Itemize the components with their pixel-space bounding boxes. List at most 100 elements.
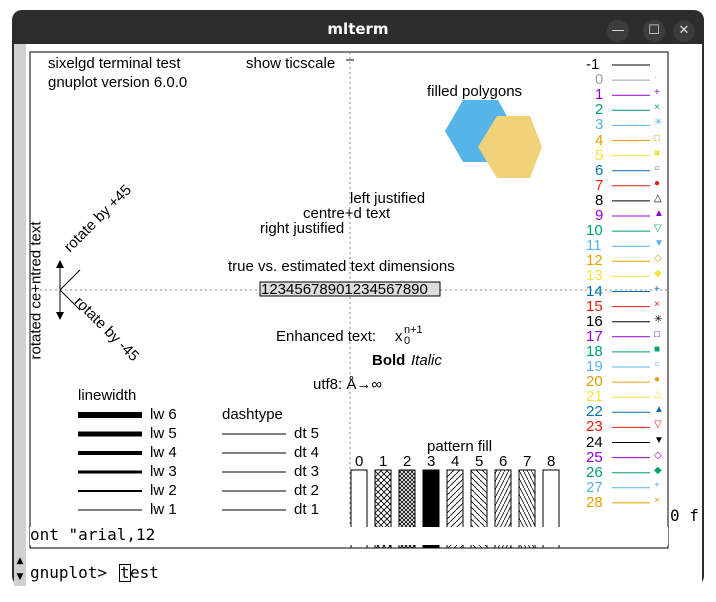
legend-marker-icon: ○	[654, 162, 661, 174]
close-button[interactable]: ✕	[673, 20, 695, 42]
scroll-down-icon[interactable]: ▼	[16, 572, 24, 582]
legend-marker-icon: ✳	[654, 117, 663, 129]
pattern-label: 2	[403, 453, 412, 470]
lw-label: lw 5	[150, 425, 177, 442]
legend-label: 9	[595, 207, 604, 224]
pattern-label: 8	[547, 453, 556, 470]
legend-marker-icon: ×	[654, 494, 660, 506]
scroll-up-icon[interactable]: ▲	[16, 556, 24, 566]
maximize-button[interactable]: ☐	[643, 20, 665, 42]
legend-marker-icon: ●	[654, 374, 661, 386]
legend-marker-icon: ▼	[654, 434, 664, 446]
digits-label: 12345678901234567890	[261, 281, 428, 298]
hexagon-yellow	[478, 116, 542, 178]
pattern-label: 7	[523, 453, 532, 470]
legend-label: 4	[595, 131, 604, 149]
legend-label: 8	[595, 191, 604, 209]
estimated-label: true vs. estimated text dimensions	[228, 258, 455, 275]
legend-label: 10	[586, 222, 603, 240]
legend-marker-icon: ◇	[654, 449, 662, 461]
italic-label: Italic	[411, 352, 442, 369]
legend-marker-icon: ◇	[654, 253, 662, 265]
enhanced-sup: n+1	[404, 324, 423, 336]
typed-text[interactable]: est	[130, 563, 159, 582]
legend-label: 7	[595, 176, 604, 194]
legend-label: 0	[595, 71, 604, 89]
centred-label: centre+d text	[303, 205, 391, 222]
legend-label: 26	[586, 463, 603, 481]
enhanced-label: Enhanced text:	[276, 328, 377, 345]
legend-label: 2	[595, 101, 604, 119]
legend-marker-icon: ■	[654, 147, 661, 159]
legend-marker-icon: △	[654, 389, 662, 401]
legend-label: -1	[586, 56, 600, 73]
dt-label: dt 2	[294, 482, 320, 499]
pattern-label: 1	[379, 453, 388, 470]
dt-label: dt 3	[294, 463, 320, 480]
legend-label: 6	[595, 161, 604, 179]
dt-label: dt 5	[294, 425, 320, 442]
lw-label: lw 4	[150, 444, 177, 461]
legend-label: 14	[586, 282, 603, 300]
legend-marker-icon: ■	[654, 343, 661, 355]
dt-label: dt 4	[294, 444, 320, 461]
right-justified-label: right justified	[260, 220, 345, 237]
legend-marker-icon: ×	[654, 102, 660, 114]
prompt: gnuplot>	[30, 563, 108, 582]
legend-label: 25	[586, 448, 603, 466]
window-title: mlterm	[327, 20, 389, 38]
legend-label: 22	[586, 403, 603, 421]
cursor[interactable]: t	[119, 563, 131, 582]
legend-marker-icon: ▽	[654, 223, 662, 235]
legend-marker-icon: ▲	[654, 404, 664, 416]
legend-marker-icon: ▼	[654, 238, 664, 250]
minimize-button[interactable]: —	[607, 20, 629, 42]
left-justified-label: left justified	[350, 190, 426, 207]
plot-header: sixelgd terminal test	[48, 55, 181, 72]
gnuplot-version: gnuplot version 6.0.0	[48, 74, 188, 91]
filled-polygons-label: filled polygons	[427, 83, 523, 100]
enhanced-x: x	[395, 328, 403, 345]
lw-label: lw 1	[150, 501, 177, 518]
legend-marker-icon: □	[654, 328, 661, 340]
legend-label: 20	[586, 373, 603, 391]
dashtype-label: dashtype	[222, 406, 283, 423]
legend-label: 11	[586, 237, 602, 255]
legend-label: 13	[586, 267, 603, 285]
legend-marker-icon: ●	[654, 177, 661, 189]
pattern-label: 4	[451, 453, 460, 470]
pattern-label: 0	[355, 453, 364, 470]
legend-marker-icon: □	[654, 132, 661, 144]
legend-marker-icon: ◆	[654, 464, 662, 476]
bold-label: Bold	[372, 352, 406, 369]
legend-marker-icon: ▽	[654, 419, 662, 431]
pattern-label: 5	[475, 453, 484, 470]
legend-label: 18	[586, 342, 603, 360]
right-fragment: 0 f	[670, 506, 699, 525]
legend-label: 21	[586, 388, 603, 406]
legend-label: 16	[586, 312, 603, 330]
enhanced-sub: 0	[404, 335, 411, 347]
legend-marker-icon: ×	[654, 298, 660, 310]
legend-label: 12	[586, 252, 603, 270]
legend-label: 27	[586, 478, 603, 496]
pattern-label: 6	[499, 453, 508, 470]
linewidth-label: linewidth	[78, 387, 137, 404]
legend-marker-icon: ○	[654, 359, 661, 370]
dt-label: dt 1	[294, 501, 320, 518]
legend-label: 24	[586, 433, 603, 451]
legend-marker-icon: +	[654, 283, 660, 295]
legend-label: 5	[595, 146, 604, 164]
legend-marker-icon: +	[654, 479, 660, 491]
legend-label: 17	[586, 327, 603, 345]
legend-marker-icon: △	[654, 192, 662, 204]
legend-label: 15	[586, 297, 603, 315]
legend-marker-icon: +	[654, 87, 660, 99]
legend-label: 3	[595, 116, 604, 134]
lw-label: lw 3	[150, 463, 177, 480]
ticscale-label: show ticscale	[246, 55, 336, 72]
legend-label: 1	[595, 86, 604, 104]
utf8-label: utf8: Å→∞	[313, 376, 383, 393]
scrollbar[interactable]	[14, 44, 26, 586]
